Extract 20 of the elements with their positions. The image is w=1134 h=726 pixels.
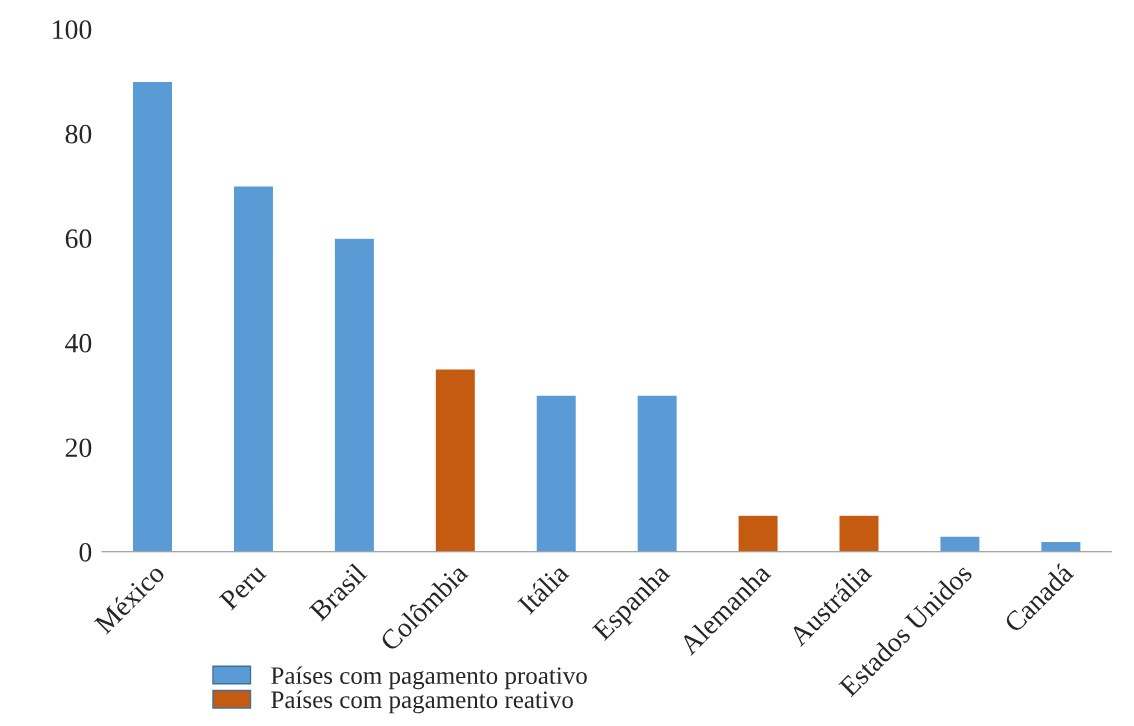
- bar: [838, 514, 880, 552]
- y-tick-label: 100: [53, 20, 92, 39]
- y-tick-label: 80: [65, 124, 92, 144]
- bar: [131, 80, 174, 552]
- bar: [939, 535, 981, 552]
- bar: [434, 368, 477, 552]
- legend-label: Países com pagamento proativo: [271, 666, 587, 690]
- bar: [1039, 540, 1082, 552]
- bar: [535, 394, 578, 552]
- bar: [232, 185, 275, 552]
- x-tick-label: Peru: [218, 562, 267, 611]
- y-tick-label: 40: [65, 333, 92, 353]
- bar: [333, 237, 376, 552]
- y-tick-label: 20: [65, 438, 92, 458]
- legend-label: Países com pagamento reativo: [271, 690, 573, 714]
- x-tick-label: Itália: [516, 561, 570, 615]
- y-tick-label: 60: [65, 229, 92, 249]
- bar: [737, 514, 779, 552]
- y-tick-label: 0: [79, 542, 92, 562]
- bar: [636, 394, 679, 552]
